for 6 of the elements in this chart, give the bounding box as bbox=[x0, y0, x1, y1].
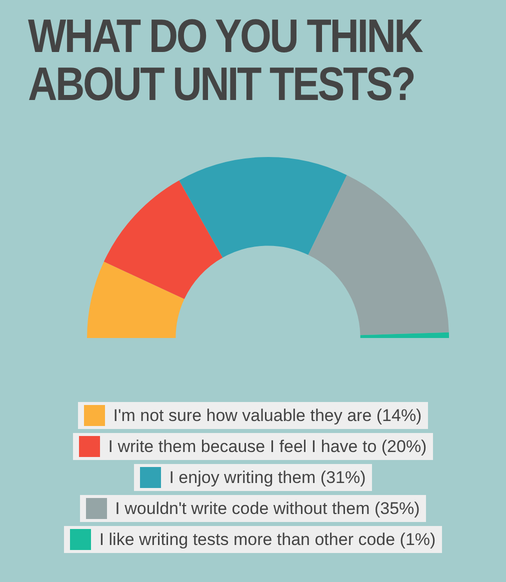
legend-label: I'm not sure how valuable they are (14%) bbox=[113, 406, 422, 426]
chart-title: WHAT DO YOU THINK ABOUT UNIT TESTS? bbox=[28, 9, 424, 110]
legend-label: I like writing tests more than other code (1%) bbox=[99, 530, 436, 550]
legend-label: I wouldn't write code without them (35%) bbox=[115, 498, 420, 518]
legend-label: I enjoy writing them (31%) bbox=[169, 468, 366, 488]
legend-label: I write them because I feel I have to (20%) bbox=[108, 436, 427, 456]
